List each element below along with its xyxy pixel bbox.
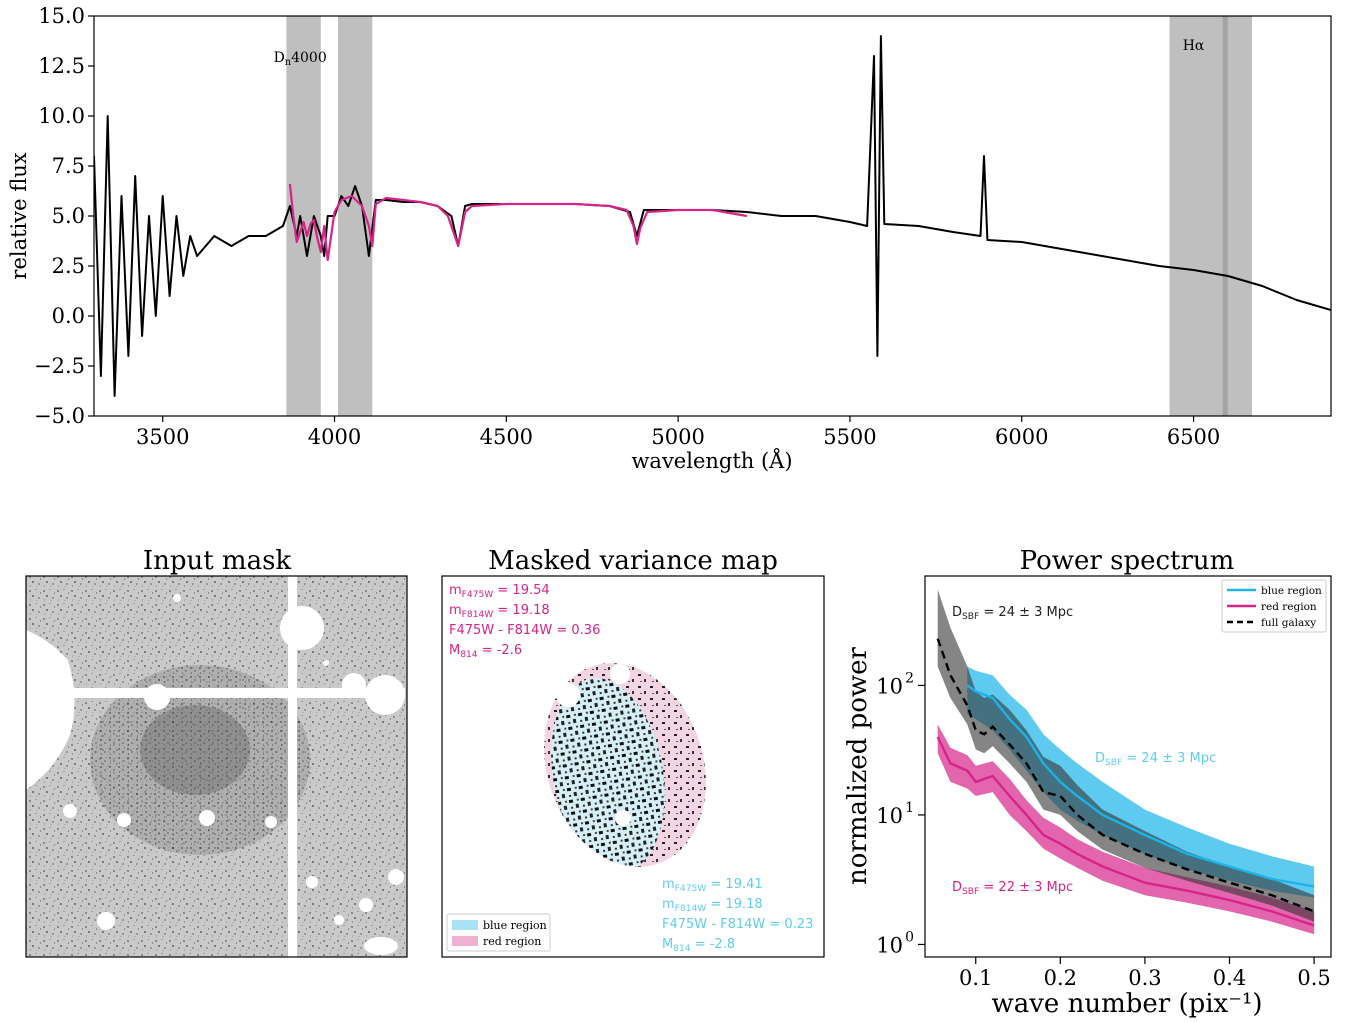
spectrum-ylabel: relative flux — [7, 152, 31, 279]
legend-label-red: red region — [483, 935, 541, 948]
spectrum-xtick-label-4: 5500 — [823, 425, 876, 449]
spectrum-ytick-label-0: −5.0 — [34, 404, 85, 428]
spectrum-ytick-label-8: 15.0 — [38, 4, 85, 28]
power-ytick-exp-1: 1 — [905, 800, 914, 816]
power-legend-box — [1221, 579, 1327, 633]
blue-region-annotations: mF475W = 19.41 mF814W = 19.18 F475W - F814… — [662, 877, 813, 954]
power-axes-frame — [924, 575, 1332, 958]
spectrum-ytick-label-4: 5.0 — [52, 204, 85, 228]
power-legend: blue region red region full galaxy — [1221, 579, 1327, 633]
power-x-ticks: 0.1 0.2 0.3 0.4 0.5 — [959, 957, 1331, 990]
blue-annotation-0: mF475W = 19.41 — [662, 877, 763, 894]
masked-regions — [26, 576, 405, 957]
power-legend-label-2: full galaxy — [1261, 617, 1316, 629]
variance-map-panel: Masked variance map mF475W = 19.54 mF814W… — [441, 546, 825, 958]
power-annotation-1: DSBF = 24 ± 3 Mpc — [1095, 751, 1216, 768]
spectral-bands — [286, 16, 1252, 416]
input-mask-title: Input mask — [143, 546, 292, 576]
spectrum-xlabel: wavelength (Å) — [631, 448, 792, 473]
power-xtick-label-2: 0.3 — [1128, 966, 1161, 990]
power-xtick-label-0: 0.1 — [959, 966, 992, 990]
legend-swatch-red — [452, 936, 478, 946]
spectrum-xtick-label-0: 3500 — [136, 425, 189, 449]
spectrum-ytick-label-1: −2.5 — [34, 354, 85, 378]
power-band-2 — [937, 589, 1315, 922]
band-center-line — [1222, 16, 1228, 416]
spectrum-y-ticks: −5.0 −2.5 0.0 2.5 5.0 7.5 10.0 12.5 15.0 — [34, 4, 94, 428]
spectrum-panel: 3500 4000 4500 5000 5500 6000 6500 −5.0 −2.5 0.0… — [7, 4, 1332, 473]
mask-galaxy-center — [140, 705, 250, 795]
red-annotation-1: mF814W = 19.18 — [449, 603, 550, 620]
mask-galaxy-core — [90, 665, 310, 855]
spectrum-xtick-label-6: 6500 — [1167, 425, 1220, 449]
spectrum-lines — [94, 35, 1331, 397]
power-ytick-exp-0: 0 — [905, 929, 914, 945]
band-labels: Dn4000 Hα — [274, 38, 1205, 68]
power-annotation-0: DSBF = 24 ± 3 Mpc — [952, 605, 1073, 622]
band-label-1: Hα — [1183, 38, 1205, 54]
blue-annotation-3: M814 = -2.8 — [662, 937, 735, 954]
spectrum-ytick-label-5: 7.5 — [52, 154, 85, 178]
spectrum-xtick-label-1: 4000 — [308, 425, 361, 449]
red-annotation-0: mF475W = 19.54 — [449, 583, 550, 600]
input-mask-panel: Input mask — [25, 546, 408, 958]
power-xtick-label-3: 0.4 — [1213, 966, 1246, 990]
spectrum-series-1 — [288, 183, 748, 262]
blue-annotation-1: mF814W = 19.18 — [662, 897, 763, 914]
power-legend-label-1: red region — [1261, 601, 1317, 613]
variance-legend: blue region red region — [446, 913, 551, 952]
spectrum-xtick-label-3: 5000 — [651, 425, 704, 449]
spectrum-series-0 — [94, 35, 1331, 397]
mask-frame — [25, 575, 408, 958]
variance-map-title: Masked variance map — [488, 546, 778, 576]
power-ytick-exp-2: 2 — [905, 670, 914, 686]
power-legend-label-0: blue region — [1261, 585, 1322, 597]
power-series-1 — [936, 736, 1315, 927]
spectrum-xtick-label-2: 4500 — [480, 425, 533, 449]
spectrum-axes-frame — [93, 15, 1332, 417]
power-annotation-2: DSBF = 22 ± 3 Mpc — [952, 880, 1073, 897]
spectrum-ytick-label-3: 2.5 — [52, 254, 85, 278]
band-label-0: Dn4000 — [274, 50, 327, 68]
power-annotations: DSBF = 24 ± 3 Mpc DSBF = 24 ± 3 Mpc DSBF =… — [952, 605, 1216, 897]
power-spectrum-title: Power spectrum — [1020, 546, 1235, 576]
spectrum-ytick-label-2: 0.0 — [52, 304, 85, 328]
power-xtick-label-4: 0.5 — [1297, 966, 1330, 990]
power-xlabel: wave number (pix⁻¹) — [991, 989, 1262, 1019]
power-ylabel: normalized power — [843, 646, 873, 885]
red-annotation-3: M814 = -2.6 — [449, 643, 522, 660]
legend-swatch-blue — [452, 920, 478, 930]
spectrum-ytick-label-6: 10.0 — [38, 104, 85, 128]
spectrum-xtick-label-5: 6000 — [995, 425, 1048, 449]
blue-annotation-2: F475W - F814W = 0.23 — [662, 917, 813, 932]
power-spectrum-plot — [936, 589, 1315, 935]
red-annotation-2: F475W - F814W = 0.36 — [449, 623, 600, 638]
spectrum-ytick-label-7: 12.5 — [38, 54, 85, 78]
legend-label-blue: blue region — [483, 919, 547, 932]
power-series-2 — [936, 638, 1315, 913]
power-series-0 — [966, 684, 1315, 888]
spectrum-x-ticks: 3500 4000 4500 5000 5500 6000 6500 — [136, 416, 1220, 449]
band-1 — [337, 16, 373, 416]
power-ytick-label-2: 10 — [876, 674, 903, 698]
power-ytick-label-1: 10 — [876, 804, 903, 828]
band-2 — [1169, 16, 1252, 416]
red-region-annotations: mF475W = 19.54 mF814W = 19.18 F475W - F814… — [449, 583, 600, 660]
power-xtick-label-1: 0.2 — [1044, 966, 1077, 990]
power-ytick-label-0: 10 — [876, 933, 903, 957]
